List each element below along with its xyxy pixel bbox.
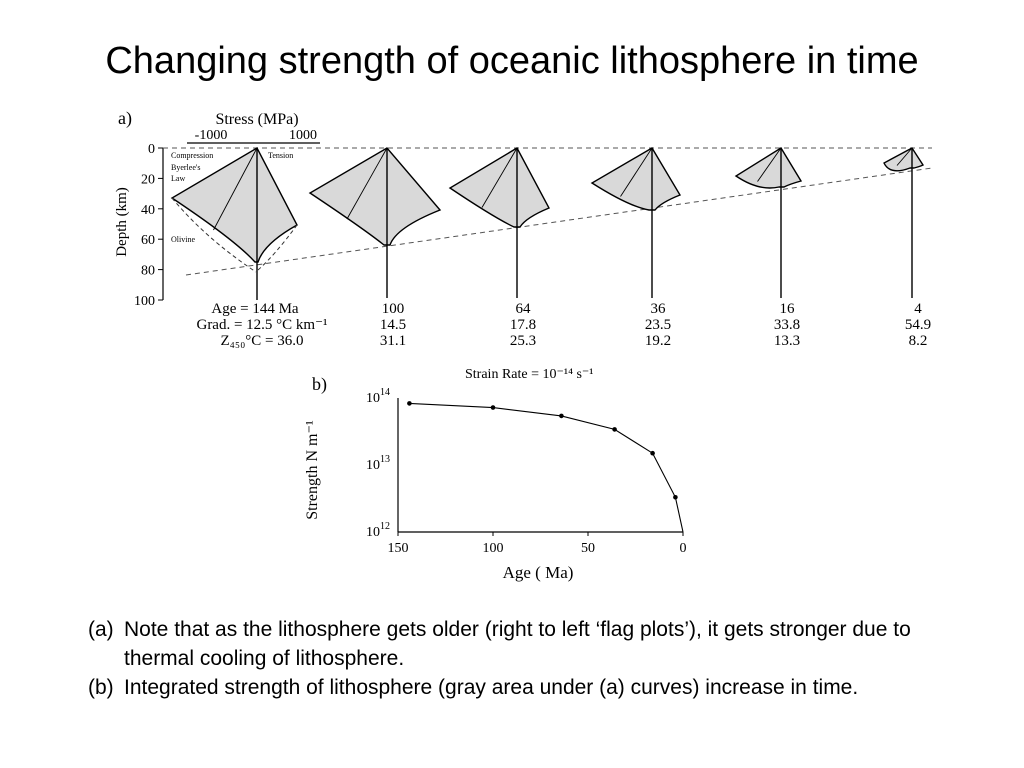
annotation-byerlee-2: Law — [171, 174, 185, 183]
flag-diagonal — [481, 147, 518, 208]
column-age-value: 16 — [780, 301, 796, 317]
flag-plots — [170, 147, 925, 300]
slide-title: Changing strength of oceanic lithosphere… — [105, 40, 919, 82]
depth-tick-label: 80 — [141, 264, 155, 279]
flag-plot-144 — [170, 147, 298, 263]
note-b: (b) Integrated strength of lithosphere (… — [88, 673, 968, 702]
annotation-tension: Tension — [268, 151, 293, 160]
panel-b-label: b) — [312, 374, 327, 395]
column-grad-value: 14.5 — [380, 317, 406, 333]
annotation-olivine: Olivine — [171, 235, 195, 244]
y-tick-label: 10 — [366, 525, 380, 540]
flag-plot-16 — [734, 147, 803, 189]
depth-axis-label: Depth (km) — [114, 187, 130, 257]
panel-a-label: a) — [118, 108, 132, 129]
column-grad-value: 23.5 — [645, 317, 671, 333]
flag-diagonal — [346, 147, 388, 220]
column-age-value: 4 — [914, 301, 922, 317]
depth-ticks: 0 20 40 60 80 100 — [134, 142, 163, 309]
note-b-marker: (b) — [88, 676, 114, 699]
column-age-value: 36 — [651, 301, 667, 317]
note-a: (a) Note that as the lithosphere gets ol… — [88, 615, 968, 673]
notes: (a) Note that as the lithosphere gets ol… — [88, 615, 968, 702]
column-z-value: 31.1 — [380, 333, 406, 349]
column-z-value: 19.2 — [645, 333, 671, 349]
strength-point — [407, 401, 412, 406]
column-grad-value: 33.8 — [774, 317, 800, 333]
flag-plot-4 — [883, 147, 925, 172]
strength-point — [490, 405, 496, 410]
y-tick-label: 10 — [366, 391, 380, 406]
flag-plot-64 — [448, 147, 550, 228]
flag-plot-36 — [590, 147, 682, 211]
column-age-value: 64 — [516, 301, 532, 317]
flag-diagonal — [620, 147, 653, 197]
strength-curve — [409, 402, 684, 533]
z450-row-label: Z₄₅₀°C = 36.0 — [220, 333, 303, 349]
strength-point — [650, 450, 655, 456]
note-a-marker: (a) — [88, 618, 114, 641]
annotation-byerlee-1: Byerlee's — [171, 163, 200, 172]
column-z-value: 25.3 — [510, 333, 536, 349]
y-tick-exponent: 12 — [380, 521, 390, 532]
note-b-text: Integrated strength of lithosphere (gray… — [124, 676, 859, 699]
olivine-dashed-curve — [171, 197, 257, 273]
y-tick-exponent: 13 — [380, 454, 390, 465]
x-tick-label: 100 — [483, 541, 504, 556]
x-tick-label: 0 — [680, 541, 687, 556]
column-grad-value: 54.9 — [905, 317, 931, 333]
strength-point — [673, 494, 678, 500]
annotation-compression: Compression — [171, 151, 213, 160]
stress-axis-label: Stress (MPa) — [215, 111, 298, 128]
column-age-value: 100 — [382, 301, 405, 317]
depth-tick-label: 20 — [141, 172, 155, 187]
depth-tick-label: 100 — [134, 294, 155, 309]
flag-diagonal — [757, 147, 782, 182]
flag-plot-100 — [308, 147, 442, 246]
y-tick-label: 10 — [366, 458, 380, 473]
flag-diagonal — [896, 147, 913, 166]
note-a-text: Note that as the lithosphere gets older … — [124, 618, 911, 670]
x-tick-label: 150 — [388, 541, 409, 556]
grad-row-label: Grad. = 12.5 °C km⁻¹ — [196, 317, 327, 333]
column-z-value: 13.3 — [774, 333, 800, 349]
strain-rate-label: Strain Rate = 10⁻¹⁴ s⁻¹ — [465, 367, 594, 382]
y-tick-exponent: 14 — [380, 387, 390, 398]
strength-axis-label: Strength N m⁻¹ — [304, 420, 321, 520]
age-axis-label: Age ( Ma) — [503, 563, 574, 582]
depth-tick-label: 40 — [141, 203, 155, 218]
age-row-label: Age = 144 Ma — [211, 301, 299, 317]
strength-point — [559, 413, 564, 419]
isotherm-dashed-line — [185, 167, 933, 276]
column-grad-value: 17.8 — [510, 317, 536, 333]
stress-tick-pos: 1000 — [289, 128, 317, 143]
depth-tick-label: 60 — [141, 233, 155, 248]
x-tick-label: 50 — [581, 541, 595, 556]
depth-tick-label: 0 — [148, 142, 155, 157]
flag-diagonal — [213, 147, 258, 231]
stress-tick-neg: -1000 — [195, 128, 228, 143]
strength-point — [612, 427, 617, 432]
column-z-value: 8.2 — [909, 333, 928, 349]
